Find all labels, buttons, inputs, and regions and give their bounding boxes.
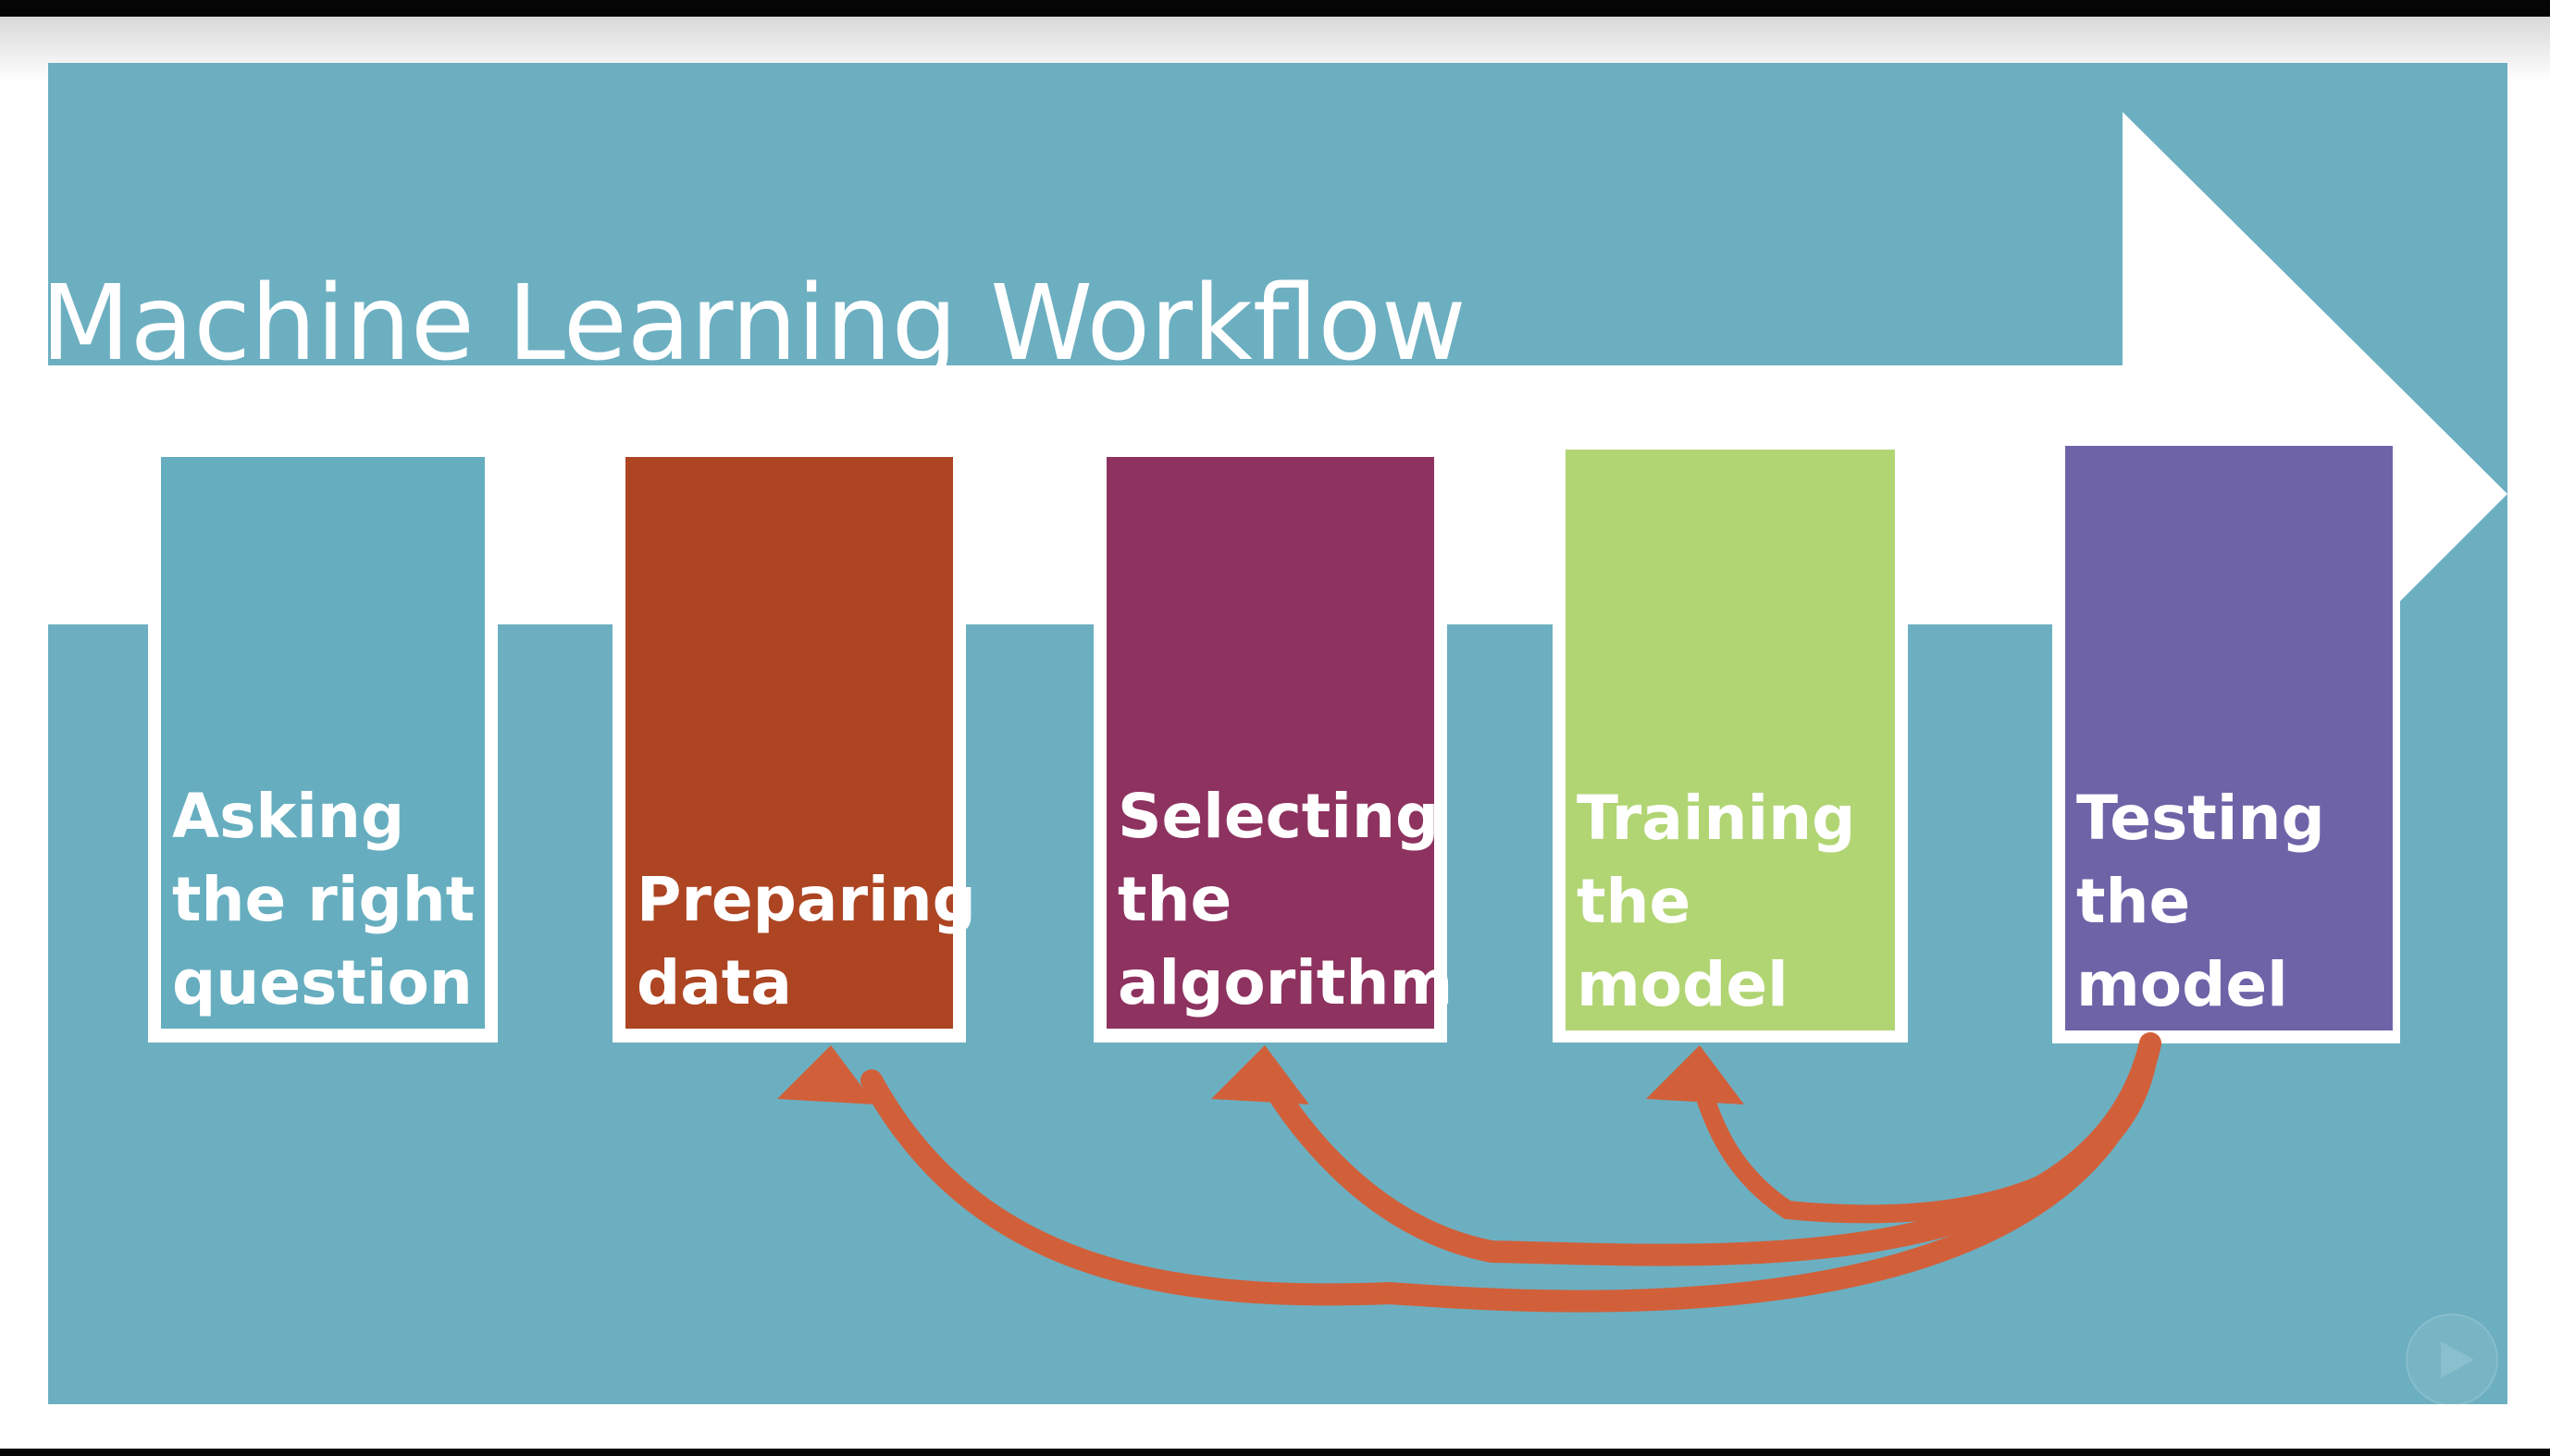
bottom-letterbox-bar — [0, 1449, 2550, 1456]
feedback-arrow-head-3 — [777, 1045, 875, 1104]
step-box-2: Preparing data — [625, 457, 976, 1029]
top-letterbox-bar — [0, 0, 2550, 17]
slide-title: Machine Learning Workflow — [48, 264, 1467, 368]
step-box-5: Testing the model — [2065, 446, 2393, 1030]
feedback-arrow-line-1 — [1690, 1034, 2160, 1224]
feedback-arrow-head-2 — [1211, 1045, 1309, 1104]
step-label: Asking the right question — [172, 781, 476, 1018]
feedback-arrows — [777, 1032, 2161, 1313]
step-label: Training the model — [1577, 783, 1856, 1020]
play-icon[interactable] — [2406, 1314, 2498, 1404]
step-box-4: Training the model — [1566, 450, 1895, 1030]
step-label: Preparing data — [637, 864, 976, 1018]
slide: Machine Learning Workflow Asking the rig… — [48, 63, 2507, 1404]
feedback-arrow-head-1 — [1646, 1045, 1744, 1104]
step-label: Testing the model — [2076, 783, 2325, 1020]
step-label: Selecting the algorithm — [1118, 781, 1454, 1018]
step-box-1: Asking the right question — [161, 457, 485, 1029]
feedback-arrow-line-3 — [860, 1032, 2161, 1313]
step-box-3: Selecting the algorithm — [1107, 457, 1454, 1029]
